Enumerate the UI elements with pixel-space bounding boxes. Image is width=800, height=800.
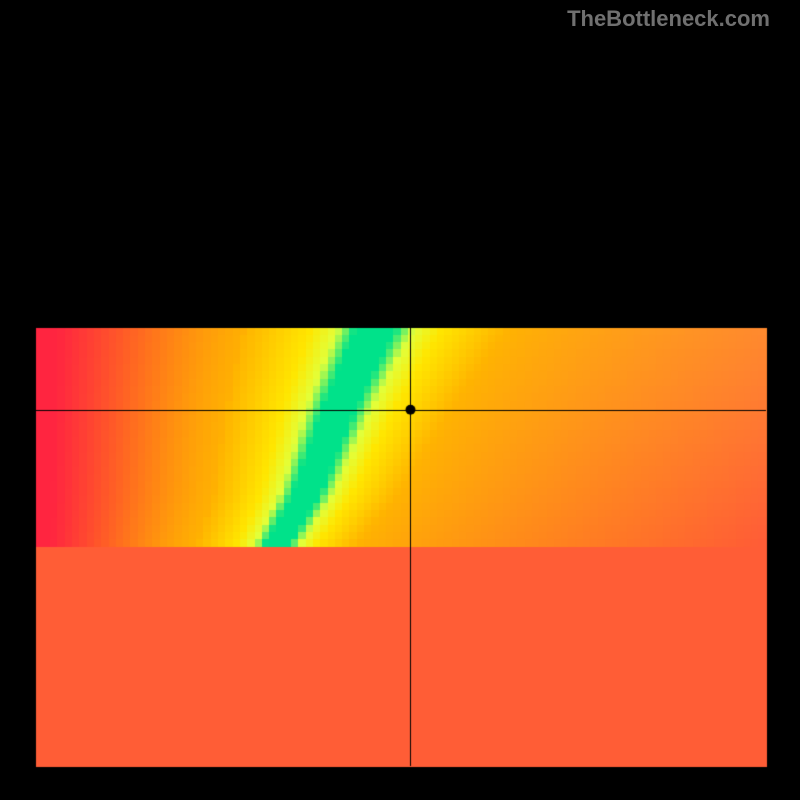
chart-container: TheBottleneck.com (0, 0, 800, 800)
watermark-text: TheBottleneck.com (567, 6, 770, 32)
bottleneck-heatmap (0, 0, 800, 800)
